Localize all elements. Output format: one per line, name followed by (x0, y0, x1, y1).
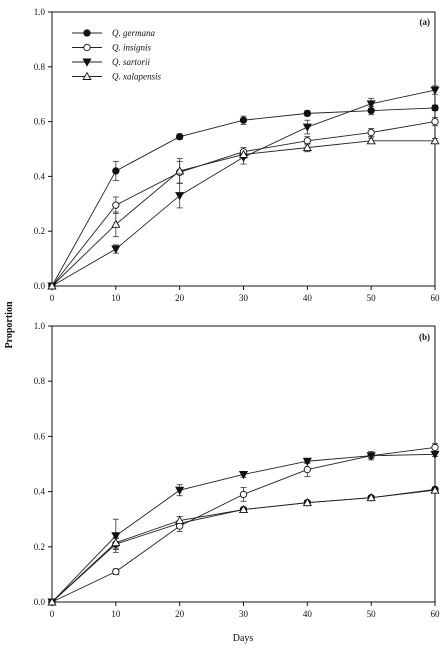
panel-b-x-tick-label: 20 (175, 609, 185, 619)
panel-b-series-2-point (112, 567, 120, 576)
legend: Q. germana Q. insignis Q. sartorii Q. xalap… (72, 28, 161, 82)
panel-b-y-tick-label: 0.6 (34, 431, 46, 441)
panel-b-series-3-point (366, 452, 376, 461)
panel-b-series-3-point (430, 450, 440, 460)
panel-a-series-3-point (111, 245, 121, 254)
legend-marker-4 (82, 71, 92, 80)
panel-a-series-4-point (302, 142, 312, 152)
panel-a-series-3-point (175, 192, 185, 201)
panel-b-series-4-point (175, 515, 185, 525)
panel-a-series-1-point (112, 167, 120, 175)
panel-a-y-tick-label: 0.4 (34, 171, 46, 181)
panel-a-y-tick-label: 1.0 (34, 7, 46, 17)
panel-b-series-4-point (366, 492, 376, 502)
panel-b-series-4-point (302, 497, 312, 507)
panel-a-series-4-point (175, 166, 185, 175)
legend-marker-1 (83, 29, 91, 37)
legend-marker-3 (82, 58, 92, 67)
panel-a-series-2-line (51, 121, 436, 287)
panel-a-x-tick-label: 40 (303, 293, 313, 303)
panel-b-y-tick-label: 0.2 (34, 542, 45, 552)
legend-label-2: Q. insignis (112, 43, 152, 53)
legend-label-3: Q. sartorii (112, 57, 151, 67)
panel-b-x-tick-label: 50 (367, 609, 377, 619)
panel-a-series-4-point (111, 219, 121, 228)
panel-a-y-tick-label: 0.8 (34, 62, 46, 72)
panel-a-x-tick-label: 60 (431, 293, 440, 303)
panel-b-y-tick-label: 1.0 (34, 321, 46, 331)
panel-a: 0 10 20 30 40 50 60 0.0 0.2 0.4 0.6 0.8 1.0 (a) Q. g… (34, 7, 440, 303)
x-axis-title: Days (233, 633, 254, 644)
panel-b-series-2-point (303, 465, 311, 474)
panel-a-y-tick-label: 0.6 (34, 117, 46, 127)
panel-a-y-tick-label: 0.0 (34, 281, 46, 291)
panel-a-x-tick-label: 50 (367, 293, 377, 303)
panel-b-series-3-point (111, 532, 121, 541)
panel-a-series-3-point (302, 123, 312, 132)
panel-a-x-tick-label: 10 (111, 293, 121, 303)
panel-b-series-4-point (47, 597, 57, 606)
panel-a-series-1-point (303, 109, 311, 118)
panel-a-series-4-point (366, 136, 376, 145)
panel-b-x-tick-label: 0 (50, 609, 55, 619)
panel-a-series-1-line (51, 107, 436, 287)
panel-b-series-4-point (111, 537, 121, 547)
panel-b-y-tick-label: 0.4 (34, 487, 46, 497)
panel-b-series-2-line (51, 446, 436, 603)
shared-y-axis-title: Proportion (4, 301, 15, 348)
panel-a-series-4-point (238, 149, 249, 158)
panel-a-y-tick-label: 0.2 (34, 226, 45, 236)
panel-b-series-2-point (239, 490, 248, 499)
panel-a-series-2-point (367, 128, 375, 137)
panel-a-series-4-point (430, 136, 440, 145)
panel-b-x-tick-label: 60 (431, 609, 440, 619)
panel-a-series-3-point (366, 100, 376, 109)
panel-a-x-tick-label: 20 (175, 293, 185, 303)
legend-label-4: Q. xalapensis (112, 72, 161, 82)
panel-b-tag: (b) (419, 332, 430, 342)
panel-b-series-4-point (430, 485, 440, 494)
panel-b-series-2-point (431, 443, 439, 452)
panel-b: 0 10 20 30 40 50 60 0.0 0.2 0.4 0.6 0.8 1.0 (b) Days (34, 321, 440, 644)
panel-a-series-1-point (176, 133, 184, 141)
panel-b-x-tick-label: 30 (239, 609, 249, 619)
panel-a-series-1-point (239, 116, 248, 124)
panel-a-series-3-point (430, 86, 440, 95)
legend-label-1: Q. germana (112, 28, 155, 38)
panel-b-y-tick-label: 0.8 (34, 376, 46, 386)
panel-a-series-4-point (47, 281, 57, 290)
panel-a-series-2-point (112, 201, 120, 209)
panel-a-series-2-point (431, 117, 439, 126)
panel-b-plot-frame (51, 325, 436, 603)
panel-b-series-4-point (238, 504, 249, 513)
panel-b-series-3-point (302, 457, 312, 466)
panel-a-x-tick-label: 0 (50, 293, 55, 303)
legend-marker-2 (83, 43, 91, 52)
panel-a-x-tick-label: 30 (239, 293, 249, 303)
panel-b-series-3-point (175, 486, 185, 495)
panel-b-series-3-point (238, 471, 249, 480)
panel-b-x-tick-label: 10 (111, 609, 121, 619)
panel-a-tag: (a) (420, 17, 431, 27)
panel-b-y-tick-label: 0.0 (34, 597, 46, 607)
panel-b-x-tick-label: 40 (303, 609, 313, 619)
panel-a-series-1-point (431, 104, 439, 112)
